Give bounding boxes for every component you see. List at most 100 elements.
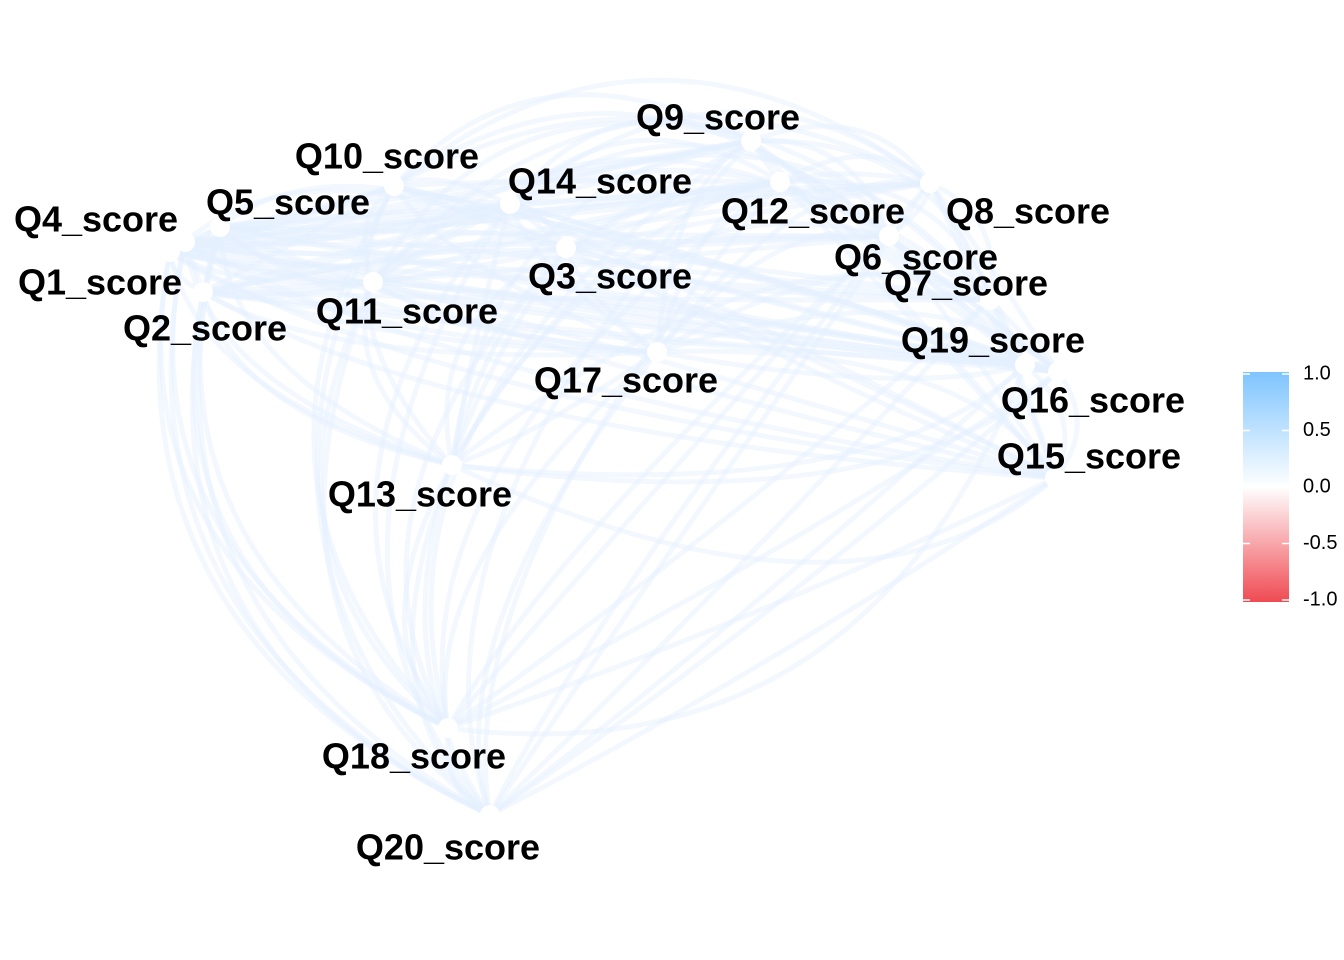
edge-Q10-Q17 (391, 183, 660, 355)
edge-Q1-Q18 (158, 249, 451, 731)
edge-Q4-Q15 (182, 239, 1058, 481)
node-q14 (500, 194, 520, 214)
node-label-q14: Q14_score (508, 161, 692, 202)
edge-Q4-Q17 (182, 239, 660, 355)
edge-Q11-Q20 (321, 279, 493, 818)
edge-Q5-Q18 (197, 224, 451, 731)
node-q10 (384, 176, 404, 196)
node-q17 (647, 342, 667, 362)
edge-Q3-Q16 (563, 245, 1061, 375)
edge-Q16-Q20 (487, 369, 1061, 818)
edge-Q5-Q15 (217, 224, 1058, 481)
node-label-q20: Q20_score (356, 827, 540, 868)
legend-colorbar (1243, 372, 1289, 602)
nodes-layer (160, 131, 1068, 825)
edge-Q4-Q20 (168, 239, 493, 818)
node-q19 (1015, 355, 1035, 375)
edge-Q13-Q18 (401, 462, 455, 731)
edge-Q6-Q9 (748, 137, 892, 239)
edge-Q15-Q16 (1052, 369, 1080, 481)
edge-Q4-Q10 (182, 183, 397, 245)
edge-Q9-Q11 (370, 120, 754, 285)
edge-Q2-Q6 (200, 233, 892, 295)
edge-Q6-Q18 (445, 233, 892, 731)
edge-Q14-Q18 (373, 201, 513, 731)
edge-Q3-Q20 (422, 245, 569, 818)
edge-Q3-Q11 (370, 230, 569, 285)
node-label-q1: Q1_score (18, 262, 182, 303)
edge-Q12-Q18 (439, 179, 783, 731)
edge-Q4-Q19 (182, 239, 1028, 368)
node-label-q7: Q7_score (884, 263, 1048, 304)
edge-Q17-Q18 (442, 349, 660, 731)
edge-Q15-Q20 (487, 475, 1058, 818)
edge-Q10-Q16 (391, 183, 1061, 375)
edge-Q8-Q18 (445, 180, 933, 731)
edge-Q2-Q11 (200, 279, 376, 300)
edge-Q3-Q15 (563, 245, 1058, 481)
edge-Q14-Q16 (507, 201, 1061, 375)
edge-Q5-Q17 (217, 224, 660, 355)
edge-Q1-Q6 (167, 233, 892, 257)
node-label-q13: Q13_score (328, 474, 512, 515)
edge-Q17-Q19 (654, 349, 1028, 381)
node-label-q11: Q11_score (316, 291, 498, 332)
edge-Q11-Q14 (370, 201, 513, 285)
edge-Q4-Q7 (182, 239, 993, 303)
edge-Q15-Q19 (1022, 362, 1068, 481)
legend-tick-label: 1.0 (1303, 362, 1331, 384)
edge-Q10-Q15 (391, 183, 1058, 481)
edge-Q18-Q19 (445, 362, 1028, 737)
node-label-q18: Q18_score (322, 736, 506, 777)
edge-Q1-Q12 (167, 179, 783, 255)
legend-tick-label: -1.0 (1303, 588, 1337, 610)
edge-Q1-Q16 (167, 249, 1061, 375)
node-label-q2: Q2_score (123, 308, 287, 349)
edge-Q11-Q13 (362, 279, 455, 468)
edge-Q1-Q15 (167, 249, 1058, 481)
edge-Q9-Q19 (748, 138, 1028, 368)
edge-Q9-Q20 (466, 138, 754, 818)
edge-Q1-Q11 (167, 249, 376, 286)
edge-Q2-Q19 (200, 289, 1028, 368)
edge-Q9-Q17 (654, 138, 754, 355)
edge-Q12-Q15 (777, 179, 1058, 481)
edge-Q7-Q18 (445, 297, 993, 731)
edge-Q4-Q13 (182, 239, 455, 468)
edge-Q4-Q12 (182, 179, 783, 245)
edge-Q3-Q17 (563, 245, 660, 355)
edge-Q13-Q16 (449, 369, 1061, 485)
labels-layer: Q1_score Q2_score Q3_score Q4_score Q5_score… (14, 97, 1185, 868)
edge-Q13-Q20 (409, 462, 493, 818)
edge-Q13-Q14 (449, 201, 513, 468)
edge-Q12-Q17 (654, 179, 783, 355)
edge-Q1-Q19 (167, 249, 1028, 368)
edges-layer (156, 77, 1080, 818)
edge-Q14-Q19 (507, 201, 1028, 368)
node-q7 (980, 290, 1000, 310)
edge-Q6-Q16 (886, 233, 1061, 375)
edge-Q6-Q11 (370, 156, 892, 285)
node-label-q5: Q5_score (206, 182, 370, 223)
edge-Q10-Q19 (391, 183, 1028, 368)
edge-Q17-Q20 (476, 349, 660, 818)
edge-Q6-Q7 (886, 233, 993, 303)
edge-Q11-Q15 (370, 279, 1058, 481)
edge-Q1-Q17 (167, 249, 660, 355)
edge-Q3-Q6 (563, 233, 892, 251)
edge-Q3-Q8 (563, 180, 933, 251)
edge-Q7-Q15 (987, 297, 1058, 481)
edge-Q6-Q10 (391, 110, 892, 239)
edge-Q9-Q14 (507, 117, 754, 207)
edge-Q1-Q3 (167, 245, 569, 269)
edge-Q13-Q15 (449, 462, 1058, 565)
edge-Q5-Q8 (217, 180, 933, 230)
edge-Q8-Q12 (777, 153, 933, 186)
edge-Q10-Q12 (391, 178, 783, 189)
edge-Q13-Q19 (449, 362, 1028, 478)
edge-Q8-Q20 (487, 180, 933, 818)
node-label-q19: Q19_score (901, 320, 1085, 361)
edge-Q7-Q9 (748, 138, 993, 303)
edge-Q15-Q17 (654, 348, 1058, 481)
edge-Q7-Q8 (927, 180, 995, 303)
